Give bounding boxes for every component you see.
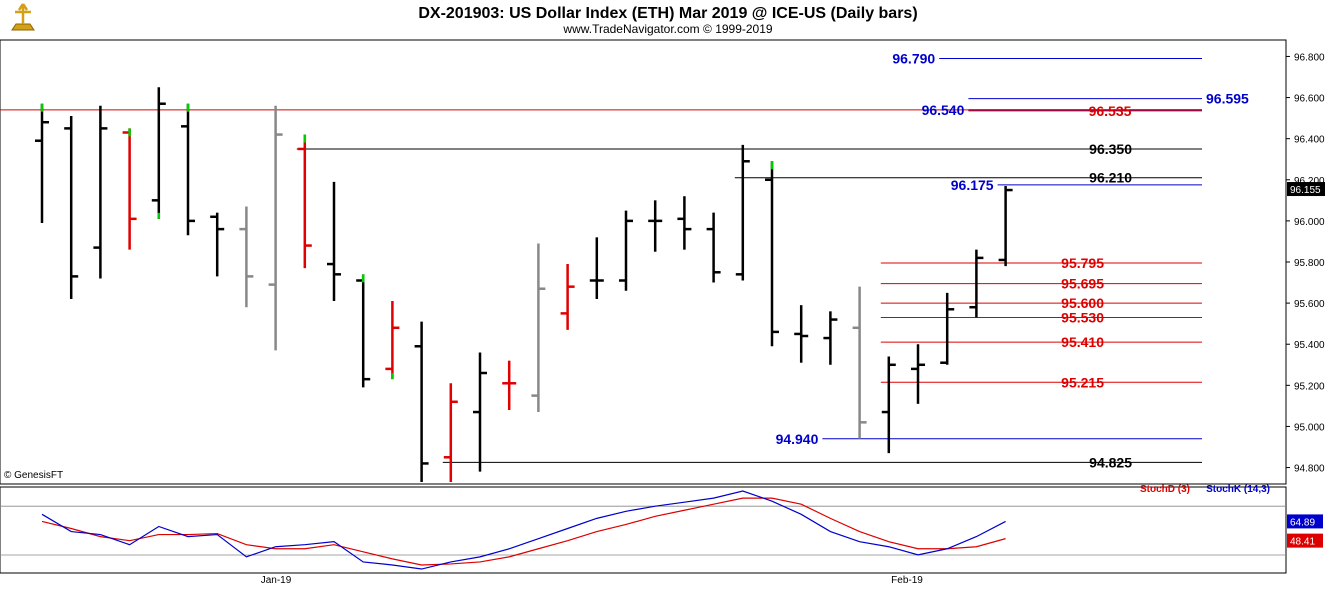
- stoch-d-value: 48.41: [1290, 537, 1315, 548]
- last-price-badge: [1287, 182, 1325, 197]
- ohlc-bar: [239, 206, 254, 308]
- price-tick-label: 95.400: [1294, 340, 1325, 351]
- level-label-11: 95.410: [1061, 334, 1104, 350]
- x-label-jan: Jan-19: [261, 575, 292, 586]
- ohlc-bar: [443, 383, 458, 482]
- ohlc-bar: [998, 185, 1013, 267]
- price-tick-label: 94.800: [1294, 464, 1325, 475]
- ohlc-bar: [648, 200, 663, 252]
- stoch-k-value: 64.89: [1290, 517, 1315, 528]
- levels-layer: 96.790 96.595 96.540 96.535 96.350 96.210 96.1…: [0, 51, 1249, 470]
- price-tick-label: 95.000: [1294, 422, 1325, 433]
- stoch-panel-frame: [0, 486, 1287, 574]
- ohlc-bar: [385, 301, 400, 380]
- ohlc-bar: [619, 210, 633, 291]
- price-tick-label: 96.600: [1294, 94, 1325, 105]
- price-tick-label: 95.200: [1294, 381, 1325, 392]
- last-price-label: 96.155: [1290, 185, 1321, 196]
- ohlc-bar: [881, 356, 896, 454]
- watermark: © GenesisFT: [4, 470, 63, 481]
- ohlc-bar: [940, 292, 955, 365]
- price-tick-label: 95.800: [1294, 258, 1325, 269]
- ohlc-bar: [122, 128, 137, 250]
- level-label-0: 96.790: [892, 51, 935, 67]
- level-label-3: 96.535: [1089, 103, 1132, 119]
- level-label-1: 96.595: [1206, 91, 1249, 107]
- level-label-14: 94.825: [1089, 454, 1132, 470]
- ohlc-bar: [560, 264, 575, 330]
- level-label-7: 95.795: [1061, 255, 1104, 271]
- ohlc-bar: [794, 305, 809, 363]
- level-label-5: 96.210: [1089, 170, 1132, 186]
- price-tick-label: 96.200: [1294, 176, 1325, 187]
- price-tick-label: 96.000: [1294, 217, 1325, 228]
- price-axis: 94.800 95.000 95.200 95.400 95.600 95.800 96.0…: [1286, 52, 1325, 475]
- stoch-k-line: [41, 490, 1006, 570]
- ohlc-bar: [268, 105, 283, 351]
- ohlc-bar: [93, 105, 108, 279]
- ohlc-bar: [531, 243, 546, 413]
- price-tick-label: 96.400: [1294, 135, 1325, 146]
- bars-layer: [35, 87, 1013, 482]
- stoch-k-badge: [1287, 514, 1323, 529]
- ohlc-bar: [823, 311, 838, 365]
- ohlc-bar: [852, 286, 867, 439]
- stoch-d-line: [41, 497, 1006, 566]
- ohlc-bar: [589, 237, 604, 299]
- price-tick-label: 96.800: [1294, 52, 1325, 63]
- chart-subtitle: www.TradeNavigator.com © 1999-2019: [562, 22, 772, 36]
- level-label-2: 96.540: [922, 102, 965, 118]
- level-label-8: 95.695: [1061, 276, 1104, 292]
- ohlc-bar: [356, 274, 371, 388]
- ohlc-bar: [414, 321, 429, 482]
- level-label-13: 94.940: [776, 431, 819, 447]
- ohlc-bar: [765, 161, 779, 347]
- ohlc-bar: [327, 181, 341, 302]
- ohlc-bar: [64, 116, 79, 299]
- ohlc-bar: [35, 103, 49, 223]
- level-label-10: 95.530: [1061, 310, 1104, 326]
- stoch-d-badge: [1287, 533, 1323, 548]
- x-label-feb: Feb-19: [891, 575, 923, 586]
- ohlc-bar: [502, 360, 517, 410]
- ohlc-bar: [969, 249, 984, 318]
- stochastic-panel: StochD (3) StochK (14,3) 64.89 48.41: [0, 484, 1323, 570]
- ohlc-bar: [735, 144, 750, 281]
- ohlc-bar: [911, 344, 925, 404]
- ohlc-bar: [706, 212, 721, 283]
- price-tick-label: 95.600: [1294, 299, 1325, 310]
- ohlc-bar: [297, 134, 312, 269]
- chart-title: DX-201903: US Dollar Index (ETH) Mar 201…: [418, 5, 917, 22]
- logo-icon: [11, 3, 35, 31]
- stoch-d-legend: StochD (3): [1140, 484, 1190, 495]
- ohlc-bar: [473, 352, 487, 472]
- level-label-12: 95.215: [1061, 374, 1104, 390]
- ohlc-bar: [181, 103, 195, 236]
- level-label-6: 96.175: [951, 177, 994, 193]
- ohlc-bar: [151, 87, 166, 219]
- ohlc-bar: [210, 212, 225, 277]
- ohlc-bar: [677, 196, 692, 250]
- level-label-4: 96.350: [1089, 141, 1132, 157]
- stoch-k-legend: StochK (14,3): [1206, 484, 1270, 495]
- level-label-9: 95.600: [1061, 295, 1104, 311]
